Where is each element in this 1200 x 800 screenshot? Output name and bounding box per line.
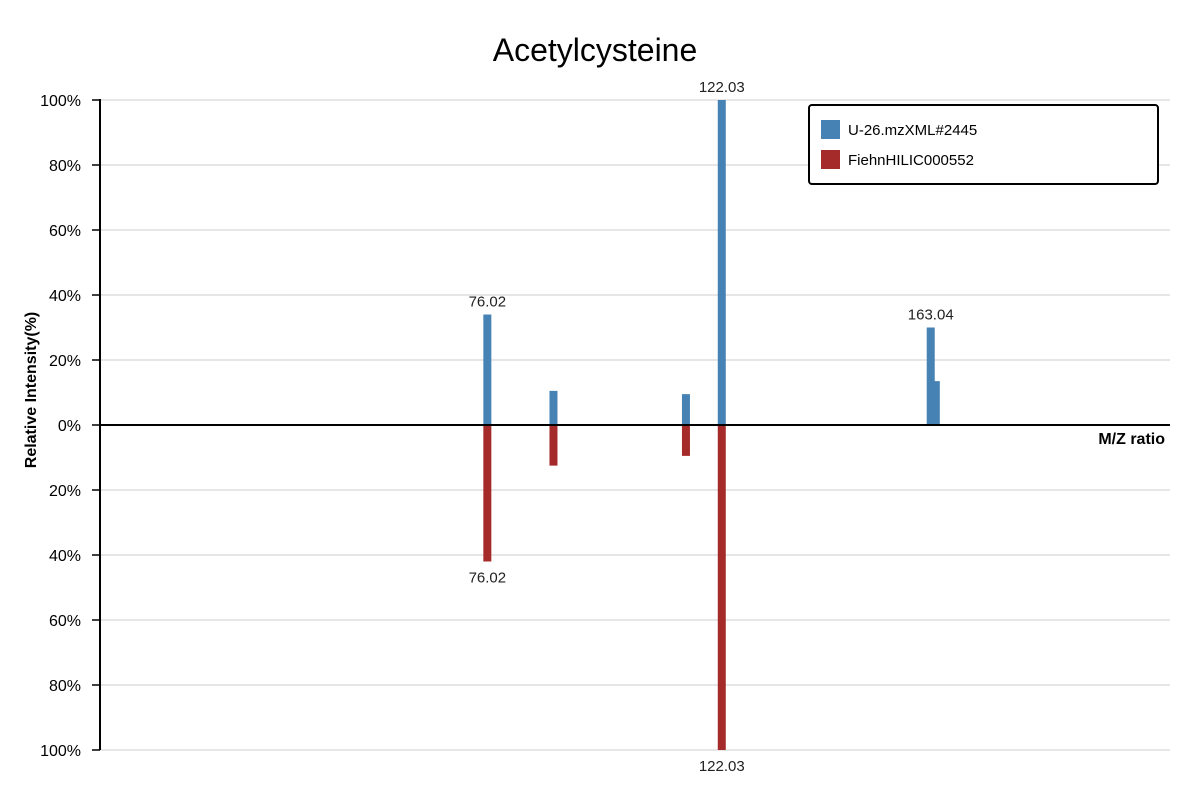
- peak-label-bottom: 76.02: [469, 570, 507, 587]
- y-tick-label: 40%: [49, 288, 81, 305]
- peak-bar-top: [717, 100, 726, 425]
- legend-swatch-top: [821, 120, 840, 139]
- peak-bars: [483, 100, 940, 750]
- peak-bar-top: [931, 381, 940, 425]
- peak-bar-top: [681, 394, 690, 425]
- peak-label-top: 76.02: [469, 294, 507, 311]
- chart-title: Acetylcysteine: [493, 32, 698, 68]
- peak-label-top: 163.04: [908, 307, 954, 324]
- peak-bar-top: [483, 314, 492, 425]
- y-tick-label: 60%: [49, 223, 81, 240]
- y-tick-label: 0%: [58, 418, 81, 435]
- y-tick-label: 40%: [49, 548, 81, 565]
- legend: U-26.mzXML#2445 FiehnHILIC000552: [808, 104, 1159, 185]
- y-axis-label: Relative Intensity(%): [23, 312, 40, 468]
- peak-bar-bottom: [483, 425, 492, 562]
- peak-bar-bottom: [717, 425, 726, 750]
- peak-label-bottom: 122.03: [699, 758, 745, 775]
- legend-swatch-bottom: [821, 150, 840, 169]
- peak-bar-bottom: [549, 425, 558, 466]
- grid-lines: [100, 99, 1170, 751]
- y-tick-label: 80%: [49, 678, 81, 695]
- peak-labels: 76.02 122.03 163.04 76.02 122.03: [469, 79, 954, 775]
- x-axis-label: M/Z ratio: [1098, 431, 1165, 448]
- y-tick-label: 80%: [49, 158, 81, 175]
- y-tick-label: 20%: [49, 483, 81, 500]
- peak-label-top: 122.03: [699, 79, 745, 96]
- axes: [99, 99, 1170, 750]
- legend-label-top: U-26.mzXML#2445: [848, 122, 977, 139]
- y-tick-labels: 100% 80% 60% 40% 20% 0% 20% 40% 60% 80% 100%: [40, 93, 100, 760]
- y-tick-label: 100%: [40, 743, 81, 760]
- peak-bar-top: [926, 327, 935, 425]
- peak-bar-top: [549, 390, 558, 425]
- legend-label-bottom: FiehnHILIC000552: [848, 152, 974, 169]
- y-tick-label: 60%: [49, 613, 81, 630]
- y-tick-label: 20%: [49, 353, 81, 370]
- peak-bar-bottom: [681, 425, 690, 456]
- legend-box: [808, 104, 1159, 185]
- y-tick-label: 100%: [40, 93, 81, 110]
